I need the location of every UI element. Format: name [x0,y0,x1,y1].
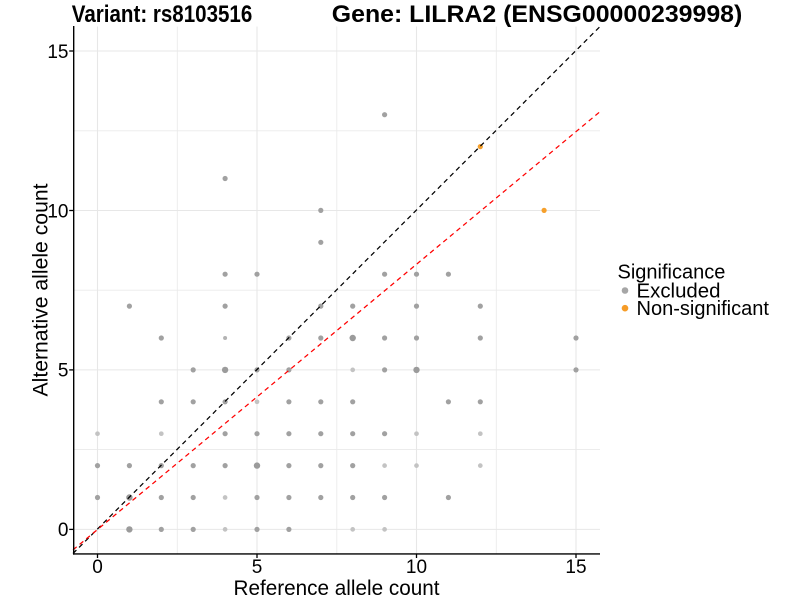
svg-text:10: 10 [406,557,427,578]
svg-text:5: 5 [58,361,69,382]
svg-text:Non-significant: Non-significant [637,298,770,320]
svg-text:0: 0 [92,557,103,578]
svg-text:Gene: LILRA2 (ENSG00000239998): Gene: LILRA2 (ENSG00000239998) [332,1,743,28]
svg-text:5: 5 [252,557,263,578]
svg-text:Excluded: Excluded [637,281,721,303]
svg-text:Significance: Significance [618,262,726,284]
svg-text:Alternative allele count: Alternative allele count [30,183,53,396]
svg-text:0: 0 [58,520,69,541]
svg-text:15: 15 [47,42,68,63]
svg-text:15: 15 [565,557,586,578]
svg-text:Variant: rs8103516: Variant: rs8103516 [72,1,253,28]
svg-text:10: 10 [47,201,68,222]
svg-text:Reference allele count: Reference allele count [234,577,440,600]
